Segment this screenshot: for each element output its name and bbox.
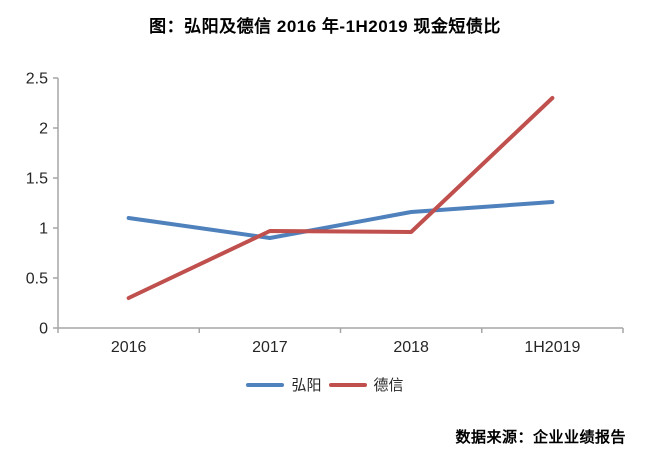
series-line-1 [126, 96, 555, 300]
legend-label: 德信 [373, 377, 404, 394]
chart-title: 图：弘阳及德信 2016 年-1H2019 现金短债比 [149, 17, 501, 36]
legend-label: 弘阳 [291, 377, 322, 394]
series-line-0 [126, 200, 555, 240]
y-tick-label: 2.5 [26, 71, 48, 88]
x-tick-label: 2016 [111, 339, 147, 356]
data-source-note: 数据来源：企业业绩报告 [455, 429, 626, 446]
line-chart-plot-area: 0 0.5 1 1.5 2 2.5 2016 2017 2018 1H2019 [26, 71, 624, 356]
chart-legend: 弘阳 德信 [0, 374, 650, 395]
x-tick-label: 2018 [393, 339, 429, 356]
legend-line-icon [246, 382, 285, 387]
y-tick-label: 1.5 [26, 171, 48, 188]
x-tick-label: 2017 [252, 339, 288, 356]
x-tick-label: 1H2019 [524, 339, 580, 356]
y-tick-label: 0 [39, 321, 48, 338]
y-tick-label: 1 [39, 221, 48, 238]
legend-line-icon [328, 382, 367, 387]
legend-item-hongyang: 弘阳 [246, 374, 322, 395]
legend-item-dexin: 德信 [328, 374, 404, 395]
y-tick-label: 2 [39, 121, 48, 138]
y-tick-label: 0.5 [26, 271, 48, 288]
